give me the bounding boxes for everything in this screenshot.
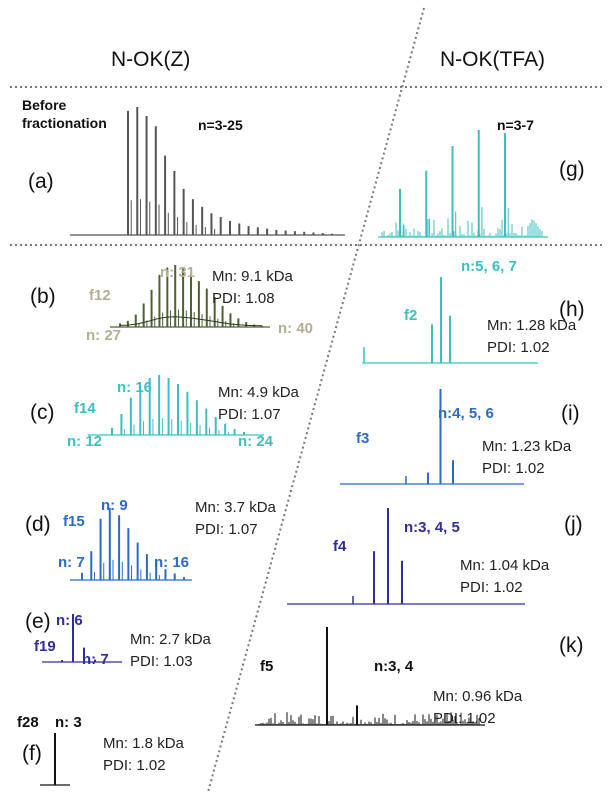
spectra-group <box>40 107 548 786</box>
fraction-label-h: f2 <box>404 307 418 324</box>
fraction-label-i: f3 <box>356 430 370 447</box>
fraction-label-k: f5 <box>260 658 274 675</box>
peak-label-c-right: n: 24 <box>238 433 274 450</box>
n-range-g: n=3-7 <box>497 117 534 133</box>
panel-label-f: (f) <box>22 742 42 765</box>
peak-label-d-left: n: 7 <box>58 554 85 571</box>
peak-label-e-right: n: 7 <box>82 651 109 668</box>
envelope-b <box>119 316 263 327</box>
peak-label-b-left: n: 27 <box>86 327 122 344</box>
peak-label-c-top: n: 16 <box>117 379 153 396</box>
pdi-k: PDI: 1.02 <box>433 710 496 727</box>
mn-d: Mn: 3.7 kDa <box>195 499 276 516</box>
mn-e: Mn: 2.7 kDa <box>130 631 211 648</box>
panel-label-b: (b) <box>30 285 56 308</box>
fraction-label-b: f12 <box>89 287 111 304</box>
n-range-a: n=3-25 <box>198 117 243 133</box>
pdi-h: PDI: 1.02 <box>487 339 550 356</box>
diagonal-divider <box>207 7 425 793</box>
pdi-c: PDI: 1.07 <box>218 406 281 423</box>
mn-k: Mn: 0.96 kDa <box>433 688 523 705</box>
panel-label-a: (a) <box>28 170 54 193</box>
before-fractionation-label: Before fractionation <box>22 97 107 131</box>
mn-c: Mn: 4.9 kDa <box>218 384 299 401</box>
peak-label-e-top: n: 6 <box>56 612 83 629</box>
panel-label-c: (c) <box>30 401 55 424</box>
fraction-label-d: f15 <box>63 513 85 530</box>
fraction-label-f: f28 <box>17 714 39 731</box>
panel-label-k: (k) <box>559 634 584 657</box>
mn-f: Mn: 1.8 kDa <box>103 735 184 752</box>
panel-label-g: (g) <box>559 158 585 181</box>
pdi-i: PDI: 1.02 <box>482 460 545 477</box>
header-left: N-OK(Z) <box>111 48 191 71</box>
panel-label-j: (j) <box>564 513 583 536</box>
peak-label-d-right: n: 16 <box>154 554 190 571</box>
pdi-e: PDI: 1.03 <box>130 653 193 670</box>
pdi-b: PDI: 1.08 <box>212 290 275 307</box>
peak-label-j-top: n:3, 4, 5 <box>404 519 460 536</box>
mn-i: Mn: 1.23 kDa <box>482 438 572 455</box>
peak-label-k-top: n:3, 4 <box>374 658 414 675</box>
pdi-j: PDI: 1.02 <box>460 579 523 596</box>
mn-b: Mn: 9.1 kDa <box>212 268 293 285</box>
fraction-label-e: f19 <box>34 638 56 655</box>
peak-label-i-top: n:4, 5, 6 <box>438 405 494 422</box>
fraction-label-c: f14 <box>74 400 96 417</box>
mn-j: Mn: 1.04 kDa <box>460 557 550 574</box>
panel-label-i: (i) <box>561 402 580 425</box>
panel-label-h: (h) <box>559 298 585 321</box>
peak-label-b-top: n: 31 <box>160 264 196 281</box>
fraction-label-j: f4 <box>333 538 347 555</box>
header-right: N-OK(TFA) <box>440 48 545 71</box>
panel-label-e: (e) <box>25 610 51 633</box>
pdi-d: PDI: 1.07 <box>195 521 258 538</box>
panel-label-d: (d) <box>25 513 51 536</box>
peak-label-f-top: n: 3 <box>55 714 82 731</box>
peak-label-b-right: n: 40 <box>278 320 314 337</box>
peak-label-c-left: n: 12 <box>67 433 103 450</box>
mn-h: Mn: 1.28 kDa <box>487 317 577 334</box>
peak-label-h-top: n:5, 6, 7 <box>461 258 517 275</box>
peak-label-d-top: n: 9 <box>101 497 128 514</box>
pdi-f: PDI: 1.02 <box>103 757 166 774</box>
